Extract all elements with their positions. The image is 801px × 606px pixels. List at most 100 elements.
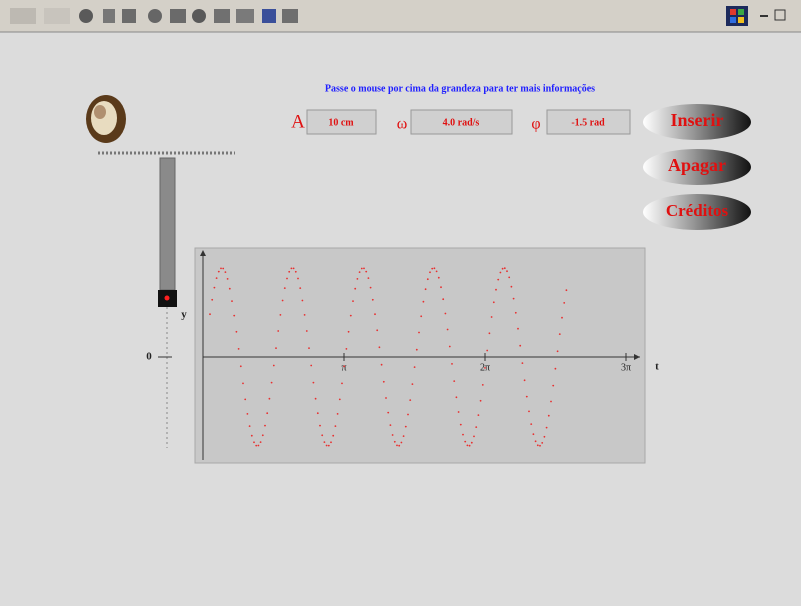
field-symbol: A	[291, 111, 305, 132]
logo-part	[730, 9, 736, 15]
wave-dot	[277, 330, 279, 332]
wave-dot	[284, 287, 286, 289]
wave-dot	[390, 424, 392, 426]
wave-dot	[398, 445, 400, 447]
logo-part	[738, 9, 744, 15]
wave-dot	[332, 435, 334, 437]
wave-dot	[471, 442, 473, 444]
button-label[interactable]: Apagar	[668, 155, 726, 175]
wave-dot	[242, 383, 244, 385]
wave-dot	[506, 270, 508, 272]
wave-dot	[310, 365, 312, 367]
wave-dot	[330, 441, 332, 443]
wave-dot	[379, 346, 381, 348]
wave-dot	[266, 412, 268, 414]
wave-dot	[414, 366, 416, 368]
app-window: Passe o mouse por cima da grandeza para …	[0, 0, 801, 606]
logo-part	[730, 17, 736, 23]
wave-dot	[524, 379, 526, 381]
wave-dot	[372, 299, 374, 301]
wave-dot	[288, 271, 290, 273]
wave-dot	[409, 399, 411, 401]
wave-dot	[264, 425, 266, 427]
wave-dot	[269, 398, 271, 400]
wave-dot	[442, 298, 444, 300]
mass-marker	[165, 296, 170, 301]
wave-dot	[493, 301, 495, 303]
button-label[interactable]: Inserir	[671, 110, 724, 130]
wave-dot	[563, 302, 565, 304]
wave-dot	[282, 300, 284, 302]
wave-dot	[258, 445, 260, 447]
wave-dot	[381, 364, 383, 366]
wave-dot	[555, 368, 557, 370]
wave-dot	[526, 396, 528, 398]
wave-dot	[359, 271, 361, 273]
wave-dot	[431, 268, 433, 270]
wave-dot	[416, 349, 418, 351]
wave-dot	[548, 415, 550, 417]
wave-dot	[238, 348, 240, 350]
wave-dot	[209, 313, 211, 315]
wave-dot	[286, 278, 288, 280]
wave-dot	[420, 315, 422, 317]
wave-dot	[425, 288, 427, 290]
wave-dot	[357, 278, 359, 280]
forward-button[interactable]	[44, 8, 70, 24]
wave-dot	[315, 398, 317, 400]
logo-part	[738, 17, 744, 23]
print-icon[interactable]	[236, 9, 254, 23]
wave-dot	[528, 411, 530, 413]
wave-dot	[502, 268, 504, 270]
wave-dot	[537, 444, 539, 446]
wave-dot	[247, 413, 249, 415]
plot-area	[195, 248, 645, 463]
wave-dot	[546, 427, 548, 429]
wave-dot	[500, 272, 502, 274]
back-button[interactable]	[10, 8, 36, 24]
field-symbol: ω	[397, 116, 408, 133]
wave-dot	[552, 385, 554, 387]
mail-icon[interactable]	[214, 9, 230, 23]
toolbar-bg	[0, 0, 801, 32]
wave-dot	[249, 425, 251, 427]
wave-dot	[522, 362, 524, 364]
wave-dot	[275, 347, 277, 349]
discuss-icon[interactable]	[282, 9, 298, 23]
home-icon[interactable]	[122, 9, 136, 23]
wave-dot	[513, 298, 515, 300]
wave-dot	[352, 300, 354, 302]
stop-icon[interactable]	[79, 9, 93, 23]
wave-dot	[482, 384, 484, 386]
wave-dot	[240, 365, 242, 367]
wave-dot	[497, 279, 499, 281]
wave-dot	[280, 314, 282, 316]
wave-dot	[467, 445, 469, 447]
edit-icon[interactable]	[262, 9, 276, 23]
wave-dot	[458, 411, 460, 413]
favorites-icon[interactable]	[170, 9, 186, 23]
search-icon[interactable]	[148, 9, 162, 23]
wave-dot	[319, 425, 321, 427]
wave-dot	[456, 396, 458, 398]
wave-dot	[321, 434, 323, 436]
wave-dot	[363, 268, 365, 270]
history-icon[interactable]	[192, 9, 206, 23]
wave-dot	[561, 317, 563, 319]
wave-dot	[335, 425, 337, 427]
wave-dot	[260, 441, 262, 443]
wave-dot	[236, 331, 238, 333]
wave-dot	[374, 313, 376, 315]
windows-logo	[726, 6, 748, 26]
wave-dot	[486, 350, 488, 352]
wave-dot	[469, 445, 471, 447]
refresh-icon[interactable]	[103, 9, 115, 23]
wave-dot	[453, 380, 455, 382]
wave-dot	[401, 442, 403, 444]
wave-dot	[464, 441, 466, 443]
wave-dot	[517, 328, 519, 330]
wave-dot	[328, 445, 330, 447]
button-label[interactable]: Créditos	[666, 201, 729, 220]
wave-dot	[559, 333, 561, 335]
wave-dot	[302, 300, 304, 302]
